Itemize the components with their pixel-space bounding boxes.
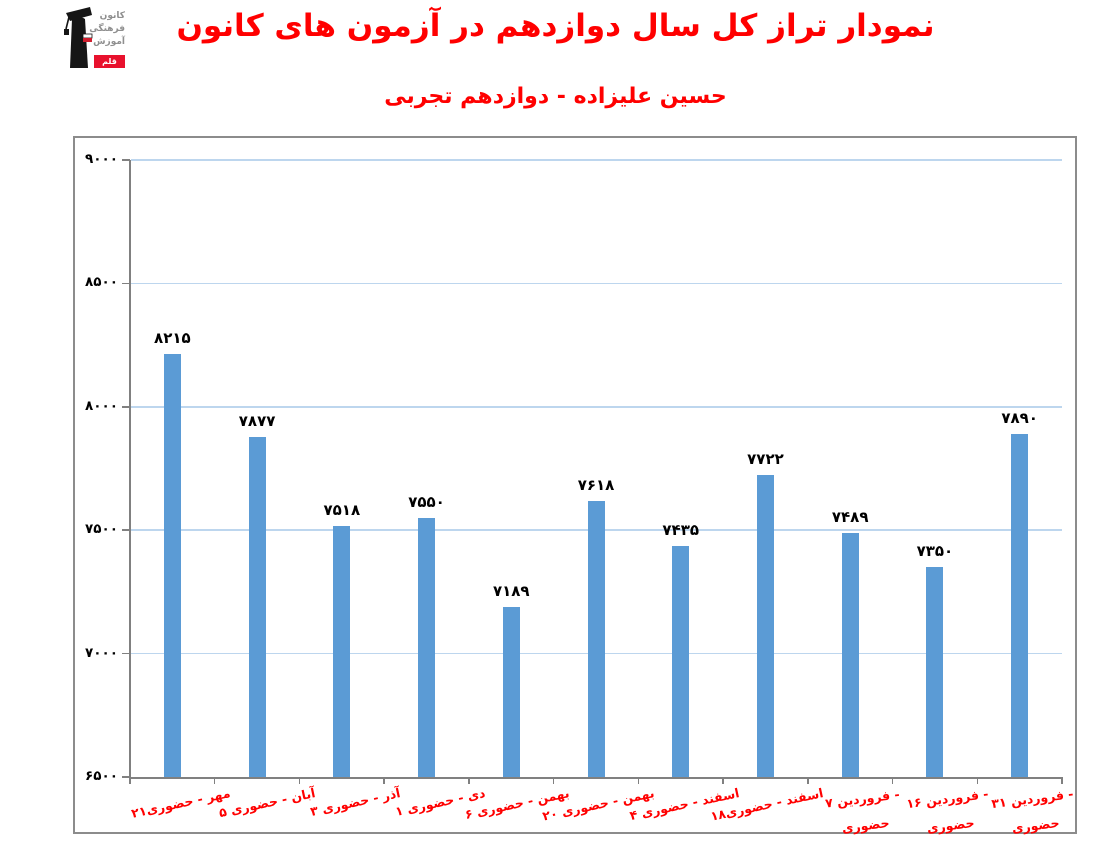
y-axis-label: ۹۰۰۰: [85, 151, 118, 167]
plot-area: ۹۰۰۰ ۸۵۰۰ ۸۰۰۰ ۷۵۰۰ ۷۰۰۰ ۶۵۰۰ ۸۲۱۵ ۲۱مهر - حضور…: [75, 138, 1075, 836]
bar: [756, 475, 774, 777]
x-axis-tick: [213, 777, 216, 784]
y-axis-label: ۸۰۰۰: [85, 397, 118, 414]
bar: [587, 501, 605, 777]
logo-org-line: آموزش: [93, 37, 125, 47]
x-axis-tick: [129, 777, 131, 784]
y-gridline: [131, 282, 1062, 285]
x-axis-tick: [298, 777, 301, 784]
bar-value-label: ۷۴۳۵: [662, 521, 700, 540]
logo-org-line: فرهنگی: [89, 24, 125, 34]
y-axis-tick: [122, 406, 130, 408]
x-axis-tick: [807, 777, 809, 784]
bar: [841, 532, 859, 777]
x-axis-tick: [1061, 777, 1063, 784]
y-axis-label: ۶۵۰۰: [85, 768, 118, 784]
bar: [502, 606, 520, 777]
x-axis-tick: [891, 777, 894, 784]
bar-value-label: ۷۵۱۸: [323, 500, 361, 519]
bar-value-label: ۷۶۱۸: [577, 476, 615, 495]
y-axis-tick: [122, 529, 130, 531]
x-axis-tick: [976, 777, 979, 784]
y-axis-label: ۸۵۰۰: [85, 274, 118, 291]
bar: [926, 567, 944, 777]
bar: [418, 517, 436, 777]
bar: [1011, 433, 1029, 777]
page-subtitle: حسین علیزاده - دوازدهم تجربی: [384, 84, 727, 109]
y-axis-line: [129, 160, 131, 777]
bar-value-label: ۷۱۸۹: [492, 581, 530, 600]
kanoon-logo: کانون فرهنگی آموزش قلم چی: [59, 4, 126, 79]
bar: [333, 525, 351, 777]
bar: [248, 437, 266, 777]
x-axis-tick: [637, 777, 640, 784]
bar-value-label: ۷۴۸۹: [831, 507, 869, 526]
x-axis-tick: [552, 777, 555, 784]
y-axis-tick: [122, 282, 130, 285]
y-gridline: [131, 159, 1062, 161]
bar-value-label: ۷۸۷۷: [238, 412, 276, 431]
logo-text-column: کانون فرهنگی آموزش قلم چی: [89, 10, 125, 79]
logo-org-line: کانون: [99, 11, 125, 21]
x-axis-tick: [468, 777, 470, 784]
y-axis-tick: [122, 652, 130, 655]
page-title: نمودار تراز کل سال دوازدهم در آزمون های …: [176, 8, 935, 44]
y-gridline: [131, 406, 1062, 408]
bar-value-label: ۷۷۲۲: [747, 450, 784, 469]
y-axis-label: ۷۵۰۰: [85, 521, 118, 538]
x-axis-line: [129, 777, 1063, 779]
bar-value-label: ۸۲۱۵: [154, 328, 191, 347]
x-axis-tick: [383, 777, 385, 784]
y-axis-tick: [122, 159, 130, 161]
x-axis-tick: [722, 777, 724, 784]
bar: [163, 353, 181, 777]
logo-badge: قلم چی: [94, 55, 125, 79]
y-axis-tick: [122, 776, 130, 778]
bar: [672, 546, 690, 777]
bar-value-label: ۷۵۵۰: [408, 492, 445, 511]
y-axis-label: ۷۰۰۰: [85, 644, 118, 661]
graduate-icon: [64, 7, 93, 68]
bar-value-label: ۷۳۵۰: [916, 542, 954, 561]
chart-card: ۹۰۰۰ ۸۵۰۰ ۸۰۰۰ ۷۵۰۰ ۷۰۰۰ ۶۵۰۰ ۸۲۱۵ ۲۱مهر - حضور…: [73, 136, 1077, 836]
bar-value-label: ۷۸۹۰: [1001, 408, 1038, 427]
